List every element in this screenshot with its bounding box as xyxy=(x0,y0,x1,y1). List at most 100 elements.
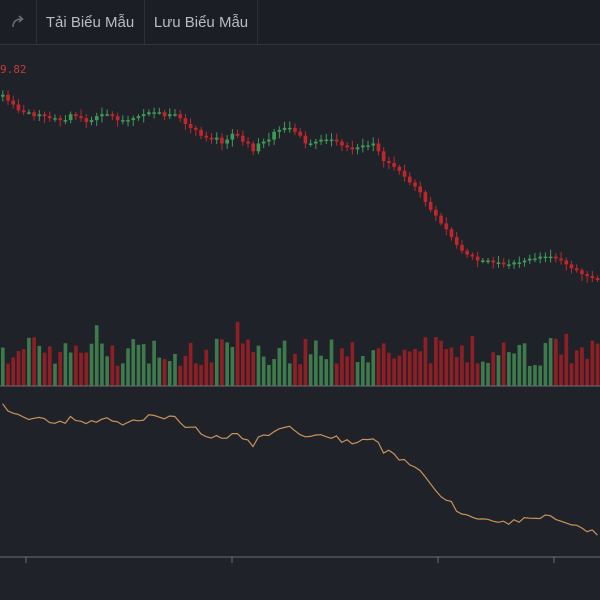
candle-body xyxy=(241,135,245,142)
volume-bar xyxy=(261,356,266,386)
volume-bar xyxy=(74,345,78,386)
volume-bar xyxy=(199,365,203,386)
candle-body xyxy=(121,120,125,122)
candle-body xyxy=(548,256,553,259)
candle-body xyxy=(282,127,287,130)
candle-body xyxy=(512,262,516,265)
redo-button[interactable] xyxy=(0,0,37,44)
volume-bar xyxy=(444,348,449,386)
candle-body xyxy=(402,170,407,177)
volume-bar xyxy=(475,363,480,386)
volume-bar xyxy=(559,354,563,386)
candlestick-series xyxy=(1,90,600,283)
volume-bar xyxy=(68,352,73,386)
volume-bar xyxy=(533,365,537,386)
candle-body xyxy=(496,262,501,264)
volume-bar xyxy=(11,357,16,386)
indicator-line xyxy=(2,403,598,536)
volume-bar xyxy=(141,344,146,386)
volume-bar xyxy=(267,364,271,386)
save-template-button[interactable]: Lưu Biểu Mẫu xyxy=(145,0,258,44)
candle-body xyxy=(115,116,120,121)
candle-body xyxy=(428,202,433,210)
volume-bar xyxy=(366,362,370,386)
volume-bar xyxy=(105,356,109,386)
volume-bar xyxy=(434,337,438,386)
candle-body xyxy=(152,112,156,114)
volume-bar xyxy=(350,342,355,386)
candle-body xyxy=(319,139,323,142)
candle-body xyxy=(21,110,26,113)
candle-body xyxy=(303,135,308,144)
candle-body xyxy=(449,229,454,238)
volume-bar xyxy=(522,343,527,386)
candle-body xyxy=(314,141,318,144)
candle-body xyxy=(256,143,261,152)
candle-body xyxy=(214,137,219,140)
candle-body xyxy=(564,260,569,265)
candle-body xyxy=(533,258,537,261)
candle-body xyxy=(434,209,438,216)
candle-body xyxy=(475,256,480,261)
candle-body xyxy=(173,114,177,116)
candle-body xyxy=(397,166,402,171)
candle-body xyxy=(334,139,339,142)
candle-body xyxy=(413,182,417,187)
candle-body xyxy=(486,260,490,262)
candle-body xyxy=(141,114,146,117)
candle-body xyxy=(235,133,240,136)
volume-bar xyxy=(491,352,496,386)
volume-bar xyxy=(256,345,261,386)
volume-bar xyxy=(178,365,183,386)
volume-bar xyxy=(361,355,365,386)
volume-bar xyxy=(21,349,26,386)
price-label: 9.82 xyxy=(0,63,27,76)
candle-body xyxy=(465,250,469,255)
candle-body xyxy=(481,260,485,262)
candle-body xyxy=(444,223,449,230)
volume-bar xyxy=(183,355,188,386)
candle-body xyxy=(580,270,584,275)
volume-bar xyxy=(517,344,522,386)
time-axis-ticks xyxy=(25,557,555,563)
candle-body xyxy=(6,94,10,101)
volume-bar xyxy=(230,346,235,386)
candle-body xyxy=(287,127,292,130)
volume-bar xyxy=(324,359,329,386)
candle-body xyxy=(371,143,376,146)
candle-body xyxy=(569,264,574,269)
volume-bar xyxy=(486,362,490,386)
candle-body xyxy=(460,244,464,251)
volume-bar xyxy=(16,351,21,386)
candle-body xyxy=(27,112,31,114)
candle-body xyxy=(131,118,136,121)
volume-bar xyxy=(32,337,36,386)
volume-bar xyxy=(407,351,412,386)
price-chart[interactable]: 9.82 xyxy=(0,45,600,600)
candle-body xyxy=(47,116,52,119)
candle-body xyxy=(517,262,522,264)
volume-bar xyxy=(84,352,89,386)
candle-body xyxy=(194,127,198,130)
candle-body xyxy=(58,118,63,121)
candle-body xyxy=(105,114,109,116)
volume-bar xyxy=(423,337,428,386)
candle-body xyxy=(110,114,115,117)
volume-bar xyxy=(214,338,219,386)
candle-body xyxy=(230,133,235,140)
candle-body xyxy=(507,264,511,266)
load-template-button[interactable]: Tải Biểu Mẫu xyxy=(36,0,145,44)
candle-body xyxy=(136,116,141,119)
candle-body xyxy=(63,120,68,122)
candle-body xyxy=(298,131,303,136)
volume-bar xyxy=(329,339,334,386)
volume-bar xyxy=(345,356,349,386)
candle-body xyxy=(16,104,21,111)
volume-bar xyxy=(355,362,360,386)
volume-bar xyxy=(428,363,433,386)
volume-series xyxy=(1,321,600,386)
volume-bar xyxy=(251,351,256,386)
volume-bar xyxy=(564,333,569,386)
volume-bar xyxy=(314,340,318,386)
candle-body xyxy=(188,124,193,128)
